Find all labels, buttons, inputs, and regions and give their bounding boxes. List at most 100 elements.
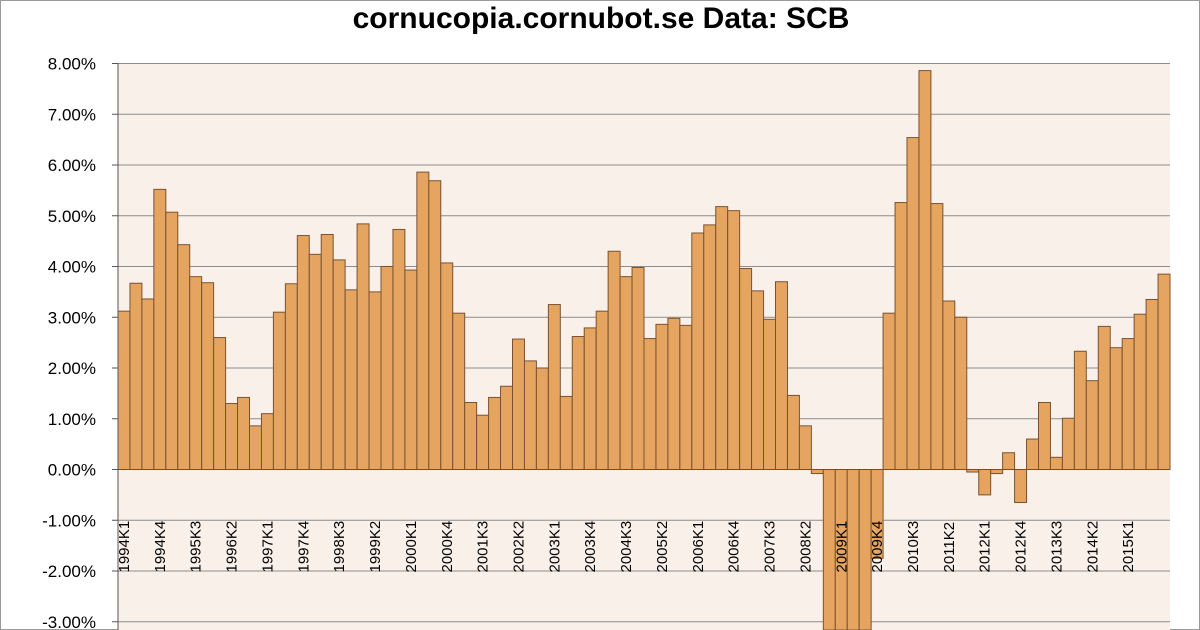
bar	[667, 317, 681, 471]
x-tick-label: 2012K4	[1013, 521, 1030, 573]
bar	[810, 469, 824, 475]
bar	[512, 338, 525, 471]
bar	[954, 316, 968, 470]
bar	[918, 70, 932, 470]
x-tick-label: 1996K2	[224, 521, 241, 573]
x-tick-label: 2002K2	[510, 521, 527, 573]
bar	[727, 210, 741, 471]
bar	[452, 312, 466, 470]
y-tick-label: 5.00%	[48, 207, 96, 226]
x-tick-label: 1999K2	[367, 521, 384, 573]
bar	[488, 396, 502, 470]
bar	[559, 395, 573, 471]
bar	[1097, 325, 1111, 471]
bar	[619, 276, 633, 470]
x-tick-label: 2004K3	[618, 521, 635, 573]
bar	[906, 137, 920, 470]
bar	[320, 234, 334, 470]
bar	[643, 338, 657, 470]
bar	[201, 282, 215, 470]
y-tick-label: 6.00%	[48, 156, 96, 175]
x-tick-label: 2011K2	[941, 522, 958, 573]
bar	[356, 223, 370, 470]
bar	[1038, 402, 1051, 471]
bar	[416, 171, 430, 470]
bar	[523, 360, 537, 470]
bar	[894, 202, 908, 470]
x-tick-label: 1997K1	[259, 521, 276, 573]
bar	[1061, 417, 1075, 470]
x-tick-label: 1997K4	[295, 521, 312, 573]
x-tick-label: 2005K2	[654, 521, 671, 573]
bar	[284, 283, 298, 470]
bar	[380, 266, 394, 470]
bar	[739, 268, 753, 470]
bar	[1085, 380, 1099, 470]
bar	[500, 385, 513, 470]
bar	[882, 312, 896, 470]
x-tick-label: 2003K1	[546, 521, 563, 573]
bar	[392, 228, 406, 470]
y-tick-label: 7.00%	[48, 105, 96, 124]
x-tick-label: 1995K3	[188, 521, 205, 573]
y-tick-label: -1.00%	[42, 511, 96, 530]
bar	[1145, 298, 1159, 470]
y-tick-label: 4.00%	[48, 258, 96, 277]
bar	[1014, 469, 1028, 503]
x-tick-label: 2000K4	[439, 521, 456, 573]
x-tick-label: 2003K4	[582, 521, 599, 573]
bar	[332, 259, 346, 470]
y-tick-label: -3.00%	[42, 613, 96, 630]
x-tick-label: 2013K3	[1048, 521, 1065, 573]
bar	[1121, 338, 1135, 470]
bar	[308, 253, 322, 470]
bar	[798, 425, 812, 471]
bar	[296, 235, 310, 470]
y-tick-label: 0.00%	[48, 461, 96, 480]
y-tick-label: 3.00%	[48, 308, 96, 327]
bar	[691, 232, 705, 470]
bar	[763, 318, 777, 470]
bar	[595, 310, 609, 470]
bar	[703, 224, 717, 470]
bar	[404, 269, 418, 470]
bar	[464, 402, 478, 471]
x-tick-label: 2007K3	[762, 521, 779, 573]
bar	[237, 396, 251, 470]
bar	[990, 469, 1004, 475]
bar	[344, 289, 358, 470]
bar	[607, 250, 621, 470]
y-tick-label: 2.00%	[48, 359, 96, 378]
bar	[715, 206, 729, 471]
x-tick-label: 2006K4	[726, 521, 743, 573]
bar	[786, 394, 800, 470]
x-tick-label: 1998K3	[331, 521, 348, 573]
x-tick-label: 2014K2	[1084, 521, 1101, 573]
y-tick-label: 8.00%	[48, 55, 96, 74]
bar	[213, 337, 227, 470]
bar	[189, 276, 203, 470]
y-axis-tick-labels: 8.00% 7.00% 6.00% 5.00% 4.00% 3.00% 2.00% 1.00%…	[42, 55, 96, 630]
bar	[225, 403, 239, 470]
chart-title: cornucopia.cornubot.se Data: SCB	[353, 2, 850, 35]
bar	[117, 310, 131, 470]
x-tick-label: 2008K2	[797, 521, 814, 573]
x-tick-label: 2006K1	[690, 521, 707, 573]
bar	[260, 413, 274, 470]
bar	[476, 414, 490, 471]
x-tick-label: 2012K1	[977, 521, 994, 573]
bar	[368, 291, 382, 470]
x-tick-label: 1994K1	[116, 521, 133, 573]
bar	[272, 311, 286, 470]
bar	[1002, 452, 1016, 471]
x-tick-label: 1994K4	[152, 521, 169, 573]
bar	[942, 300, 956, 471]
bar	[631, 267, 645, 471]
bar	[571, 336, 585, 470]
bar	[1073, 350, 1087, 470]
bar	[775, 281, 788, 470]
bar	[249, 425, 262, 471]
bar	[547, 304, 561, 470]
